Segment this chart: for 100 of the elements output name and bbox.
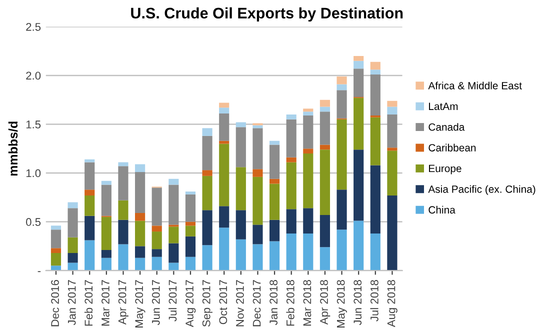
- bar: [303, 115, 314, 149]
- bar: [303, 108, 314, 112]
- bar: [252, 176, 263, 225]
- x-tick-label: May 2018: [336, 280, 347, 328]
- bar: [50, 248, 62, 253]
- bar: [252, 125, 263, 128]
- bar: [68, 237, 78, 253]
- bar: [236, 210, 246, 240]
- bar: [135, 246, 146, 258]
- bar: [219, 206, 230, 228]
- y-tick-label: 2.5: [26, 22, 41, 31]
- bar: [101, 250, 112, 258]
- bar: [336, 230, 347, 271]
- bar: [135, 258, 146, 271]
- bar: [152, 226, 162, 232]
- bar: [135, 213, 146, 221]
- x-tick-label: Mar 2018: [303, 280, 312, 326]
- bar: [286, 119, 296, 158]
- bar: [101, 184, 112, 216]
- bar: [68, 262, 78, 271]
- x-tick-label: Jun 2018: [354, 280, 362, 326]
- bar: [336, 76, 347, 84]
- bar: [202, 128, 212, 136]
- bar: [387, 106, 398, 114]
- y-tick-label: 2.0: [26, 72, 41, 80]
- bar: [236, 122, 246, 128]
- chart-title: U.S. Crude Oil Exports by Destination: [131, 7, 403, 22]
- x-tick-label: Dec 2017: [252, 280, 261, 326]
- bar: [118, 162, 128, 166]
- bar: [236, 167, 246, 210]
- bar: [354, 98, 364, 150]
- bar: [101, 216, 112, 250]
- bar: [252, 244, 263, 271]
- bar: [303, 233, 314, 271]
- y-tick-label: 1.5: [26, 120, 41, 128]
- bar: [354, 150, 364, 221]
- bar: [185, 192, 196, 194]
- bar: [303, 148, 314, 154]
- bar: [269, 178, 280, 184]
- bar: [286, 209, 296, 234]
- x-tick-label: Jan 2017: [68, 280, 76, 326]
- bar: [185, 256, 196, 271]
- bar: [286, 114, 296, 120]
- bar: [135, 164, 146, 172]
- bar: [118, 220, 128, 244]
- bar: [152, 232, 162, 250]
- bar: [168, 226, 179, 244]
- x-tick-label: Aug 2017: [186, 280, 196, 328]
- bar: [303, 112, 314, 116]
- bar: [303, 208, 314, 234]
- bar: [336, 119, 347, 190]
- bar: [135, 220, 146, 246]
- y-tick-label: 1.0: [26, 169, 41, 178]
- bar: [168, 184, 179, 225]
- bar: [168, 262, 179, 271]
- legend-label: Africa & Middle East: [428, 82, 522, 90]
- bar: [387, 114, 398, 148]
- bar: [354, 68, 364, 97]
- x-tick-label: May 2017: [135, 280, 146, 328]
- x-tick-label: Feb 2017: [84, 280, 93, 326]
- legend-label: Asia Pacific (ex. China): [428, 185, 536, 195]
- bar: [68, 202, 78, 208]
- bar: [101, 258, 112, 271]
- bar: [269, 144, 280, 179]
- bar: [387, 148, 398, 151]
- x-tick-label: Dec 2016: [51, 280, 59, 326]
- bar: [387, 150, 398, 196]
- bar: [68, 252, 78, 263]
- bar: [219, 140, 230, 144]
- bar: [84, 216, 95, 240]
- bar: [219, 102, 230, 108]
- x-tick-label: Nov 2017: [236, 280, 244, 326]
- bar: [252, 128, 263, 170]
- bar: [286, 157, 296, 162]
- bar: [202, 136, 212, 170]
- legend-label: Canada: [428, 123, 465, 131]
- bar: [84, 159, 95, 162]
- bar: [118, 244, 128, 271]
- bar: [219, 144, 230, 206]
- bar: [354, 60, 364, 69]
- bar: [354, 56, 364, 61]
- bar: [236, 127, 246, 168]
- bar: [219, 108, 230, 114]
- bar: [50, 226, 62, 230]
- y-axis-title: mmbbs/d: [8, 122, 18, 176]
- legend-label: China: [428, 206, 456, 214]
- bar: [152, 249, 162, 257]
- bar: [84, 190, 95, 196]
- bar: [320, 100, 330, 107]
- bar: [84, 240, 95, 271]
- bar: [370, 62, 380, 70]
- legend-label: LatAm: [429, 102, 458, 110]
- x-tick-label: Mar 2017: [102, 280, 110, 326]
- legend-label: Europe: [429, 164, 462, 174]
- bar: [336, 190, 347, 230]
- bar: [370, 117, 380, 166]
- bar: [118, 166, 128, 200]
- bar: [252, 224, 263, 244]
- bar: [219, 114, 230, 141]
- bar: [185, 194, 196, 222]
